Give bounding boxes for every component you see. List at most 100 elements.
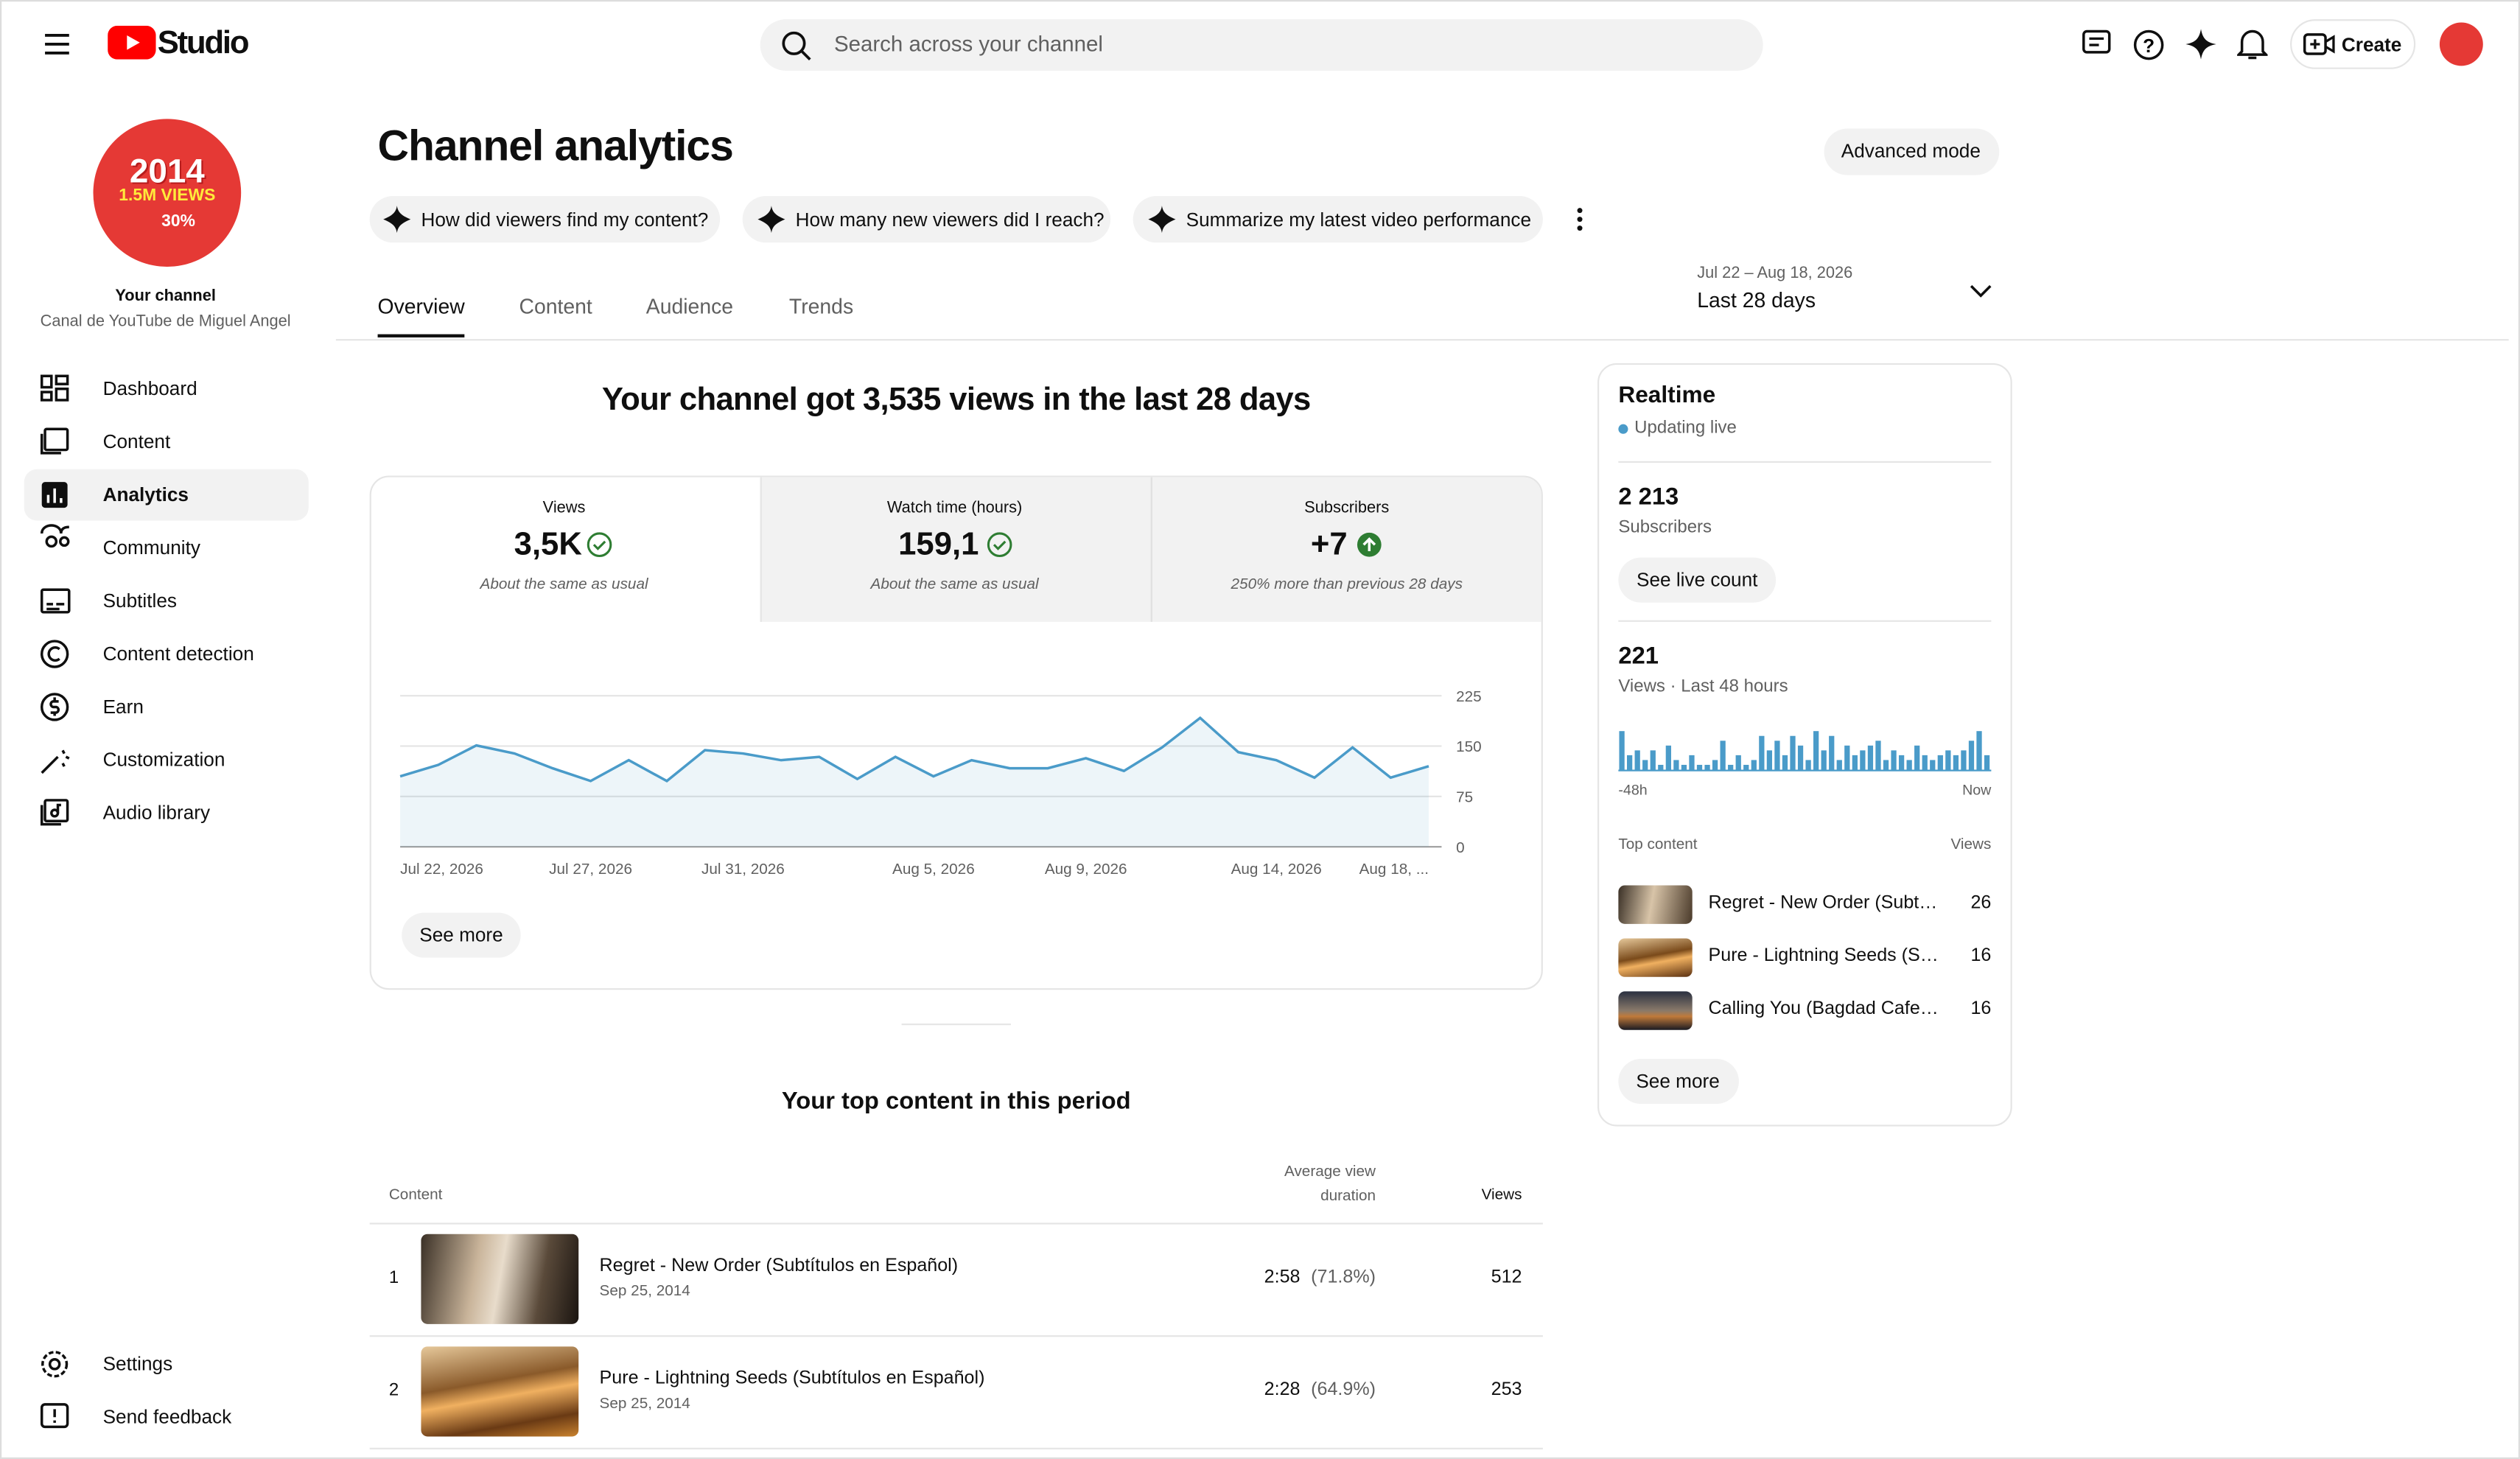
views-count: 221	[1618, 643, 1659, 671]
x-tick-label: Jul 22, 2026	[400, 861, 483, 878]
channel-avatar[interactable]	[93, 119, 242, 267]
column-header[interactable]: Views	[1481, 1186, 1522, 1204]
x-tick-label: Aug 9, 2026	[1045, 861, 1127, 878]
live-count-button[interactable]	[1618, 557, 1777, 603]
video-date: Sep 25, 2014	[599, 1282, 690, 1301]
create-icon[interactable]	[2303, 32, 2336, 57]
metric-value[interactable]: 3,5K	[514, 527, 582, 563]
duration: 2:58	[1264, 1267, 1301, 1287]
feedback-icon[interactable]	[2082, 29, 2112, 59]
metric-label[interactable]: Subscribers	[1304, 500, 1390, 518]
nav-item[interactable]: Earn	[102, 695, 144, 718]
notifications-icon[interactable]	[2237, 27, 2268, 61]
metric-label[interactable]: Views	[542, 500, 586, 518]
bar	[1782, 755, 1788, 770]
video-thumbnail[interactable]	[421, 1346, 579, 1437]
metric-note: About the same as usual	[480, 575, 648, 594]
x-tick-label: Jul 31, 2026	[701, 861, 785, 878]
bar	[1875, 741, 1881, 770]
video-thumbnail[interactable]	[1618, 991, 1693, 1030]
ai-icon[interactable]	[2185, 29, 2216, 60]
line	[399, 715, 1429, 783]
rank: 1	[388, 1268, 399, 1288]
advanced-mode-label[interactable]: Advanced mode	[1841, 139, 1981, 162]
views-column: Views	[1950, 836, 1992, 854]
bar	[1906, 760, 1912, 770]
nav-item[interactable]: Analytics	[102, 483, 189, 506]
column-header[interactable]: Average view duration	[1284, 1163, 1376, 1206]
bar	[1634, 750, 1640, 770]
tab[interactable]: Trends	[788, 294, 854, 319]
nav-item[interactable]: Settings	[102, 1352, 173, 1376]
live-status: Updating live	[1634, 418, 1737, 438]
nav-item[interactable]: Audio library	[102, 801, 211, 825]
see-more-button[interactable]	[1618, 1059, 1739, 1105]
y-tick-label: 0	[1456, 839, 1465, 856]
views: 512	[1491, 1267, 1522, 1287]
advanced-mode-button[interactable]	[1824, 128, 2000, 175]
create-button[interactable]	[2290, 19, 2416, 69]
search-box[interactable]	[760, 19, 1763, 71]
bar	[1673, 760, 1679, 770]
video-title[interactable]: Pure - Lightning Seeds (Subtítulos en Es…	[599, 1369, 985, 1389]
prompt-label[interactable]: How many new viewers did I reach?	[795, 209, 1105, 231]
bar	[1976, 731, 1982, 770]
video-thumbnail[interactable]	[1618, 885, 1693, 924]
prompt-chip[interactable]	[1133, 196, 1543, 243]
period[interactable]: Last 28 days	[1697, 287, 1816, 312]
subscriber-count: 2 213	[1618, 483, 1679, 511]
bar	[1759, 735, 1765, 770]
nav-item[interactable]: Content detection	[102, 642, 254, 665]
nav-item[interactable]: Content	[102, 430, 171, 453]
video-thumbnail[interactable]	[1618, 938, 1693, 977]
nav-item[interactable]: Send feedback	[102, 1405, 232, 1429]
divider	[335, 339, 2509, 341]
live-count-label[interactable]: See live count	[1637, 568, 1758, 592]
tab[interactable]: Audience	[645, 294, 734, 319]
see-more-label[interactable]: See more	[1636, 1069, 1720, 1093]
bar	[1984, 755, 1990, 770]
period-chevron[interactable]	[1969, 283, 1993, 299]
metric-note: About the same as usual	[870, 575, 1039, 594]
y-tick-label: 225	[1456, 688, 1482, 705]
tab[interactable]: Overview	[377, 294, 465, 319]
video-thumbnail[interactable]	[421, 1234, 579, 1324]
see-more-button[interactable]	[402, 912, 521, 958]
metric-value[interactable]: 159,1	[898, 527, 979, 563]
nav-item[interactable]: Community	[102, 536, 200, 559]
help-icon[interactable]: ?	[2132, 29, 2165, 61]
metric-icons	[587, 532, 1382, 558]
y-tick-label: 75	[1456, 788, 1473, 805]
see-more-label[interactable]: See more	[419, 923, 503, 946]
metric-label[interactable]: Watch time (hours)	[886, 500, 1023, 518]
video-title[interactable]: Regret - New Order (Subtítulos en Españo…	[599, 1256, 959, 1276]
nav-item[interactable]: Subtitles	[102, 589, 177, 612]
search-placeholder[interactable]: Search across your channel	[833, 32, 1103, 57]
nav-item[interactable]: Customization	[102, 748, 225, 772]
prompt-chip[interactable]	[742, 196, 1111, 243]
views: 253	[1491, 1380, 1522, 1400]
metric-value[interactable]: +7	[1310, 527, 1348, 563]
prompt-label[interactable]: How did viewers find my content?	[421, 209, 709, 231]
bar	[1790, 735, 1796, 770]
bar	[1937, 755, 1943, 770]
bar	[1898, 755, 1905, 770]
account-avatar[interactable]	[2439, 22, 2483, 66]
area	[400, 718, 1429, 847]
row-divider	[369, 1335, 1543, 1337]
prompt-chip[interactable]	[369, 196, 721, 243]
tab-underline	[377, 334, 465, 337]
youtube-logo[interactable]	[108, 25, 156, 60]
column-header: Content	[388, 1186, 443, 1204]
create-label[interactable]: Create	[2341, 33, 2402, 56]
nav-item[interactable]: Dashboard	[102, 377, 197, 400]
tab[interactable]: Content	[519, 294, 592, 319]
menu-icon[interactable]	[43, 30, 71, 57]
search-icon[interactable]	[781, 30, 811, 60]
logo-text[interactable]: Studio	[157, 25, 250, 61]
prompt-label[interactable]: Summarize my latest video performance	[1186, 209, 1532, 231]
date-range[interactable]: Jul 22 – Aug 18, 2026	[1697, 265, 1853, 283]
bar	[1914, 745, 1920, 770]
bar	[1658, 764, 1664, 770]
bar	[1665, 745, 1671, 770]
